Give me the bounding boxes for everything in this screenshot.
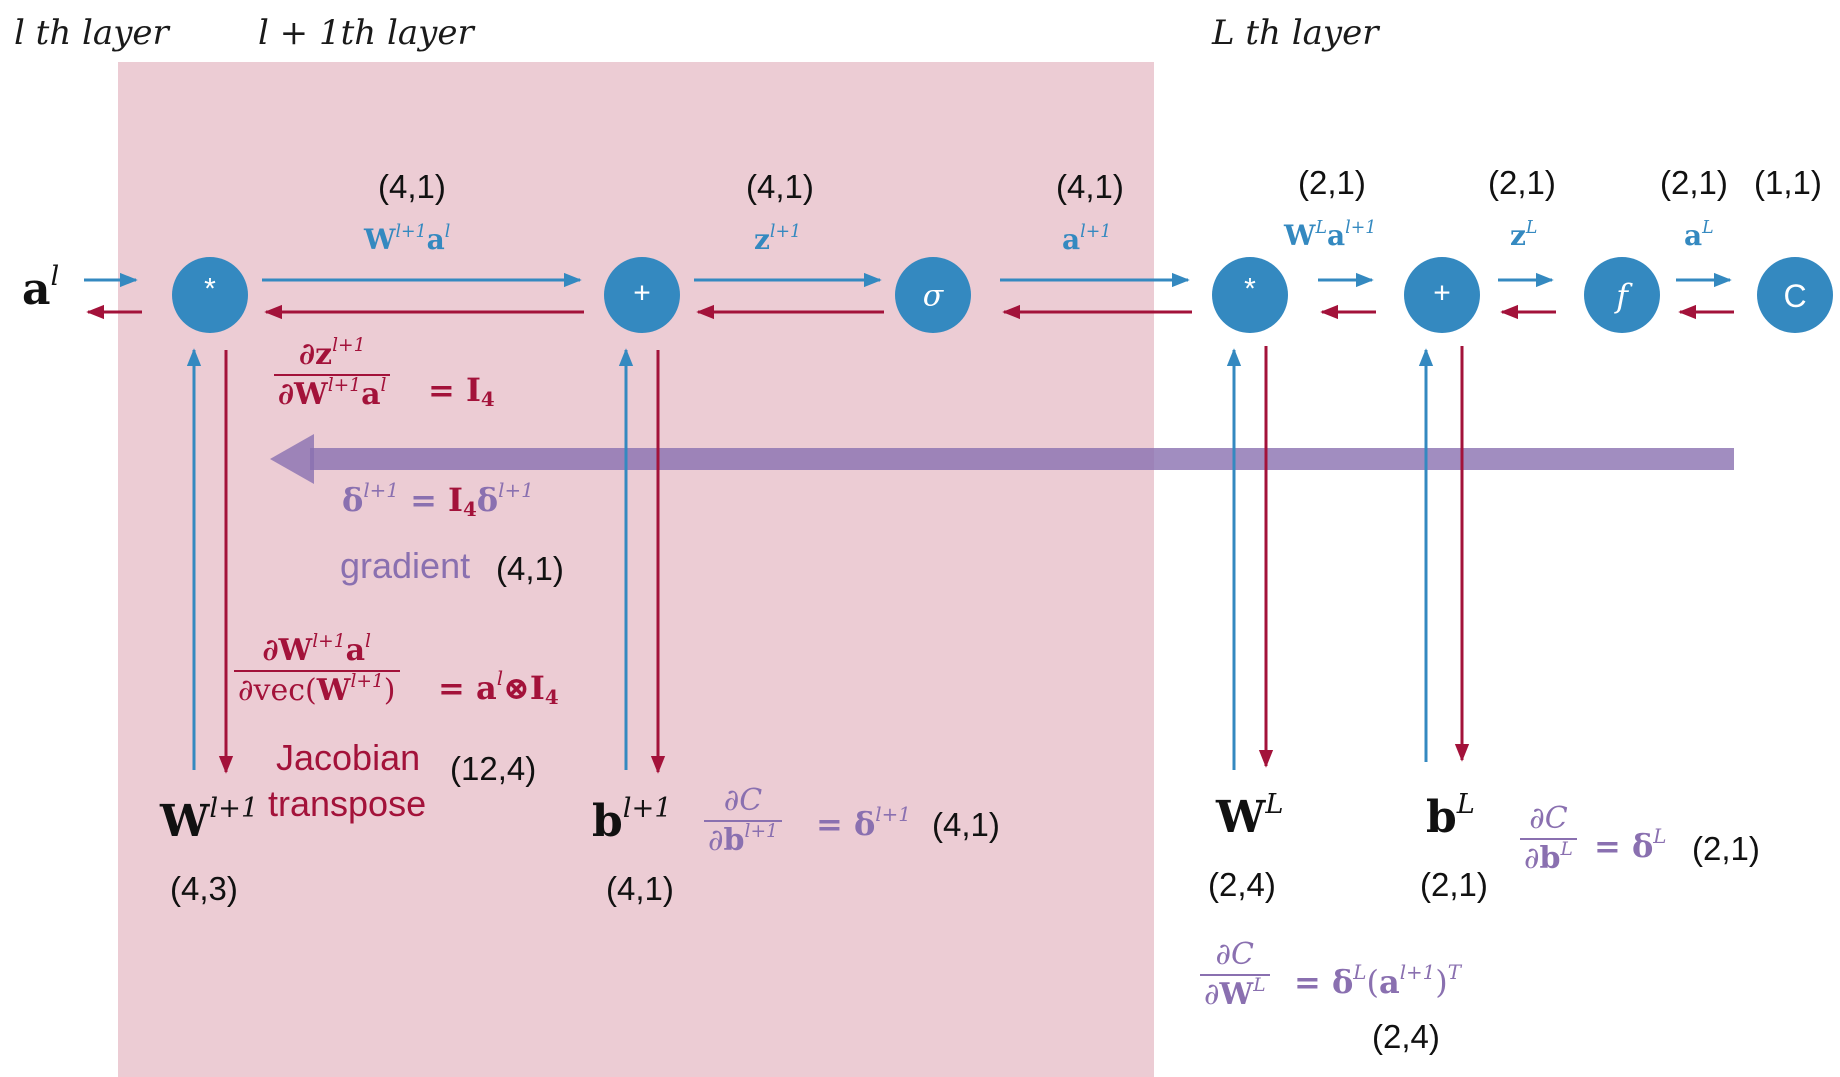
edge-label-z-l1: zl+1: [754, 221, 802, 256]
jacobian-label: Jacobian: [276, 737, 421, 778]
node-multiply-l1-label: *: [204, 273, 216, 306]
node-cost: C: [1757, 257, 1833, 333]
bias-b-l1: bl+1: [592, 792, 672, 847]
layer-l1-region: [118, 62, 1154, 1077]
derivative-dC-dW-L: ∂C ∂WL: [1200, 940, 1270, 1010]
gradient-label: gradient: [340, 545, 471, 586]
dim-gradient: (4,1): [496, 550, 564, 587]
dim-dC-dW-L: (2,4): [1372, 1018, 1440, 1055]
weight-W-l1: Wl+1: [160, 792, 259, 847]
node-add-L: +: [1404, 257, 1480, 333]
weight-W-L: WL: [1216, 788, 1284, 843]
node-activation-f: f: [1584, 257, 1660, 333]
dC-db-l1-equals-delta: = δl+1: [816, 803, 911, 843]
derivative-dz-dWa: ∂zl+1 ∂Wl+1al: [274, 336, 391, 410]
node-add-L-label: +: [1433, 277, 1451, 310]
derivative-dC-db-L: ∂C ∂bL: [1520, 804, 1577, 874]
dim-weighted-input-l1: (4,1): [378, 168, 446, 205]
kronecker-product: = al⊗I4: [438, 667, 559, 709]
node-add-l1: +: [604, 257, 680, 333]
node-sigma-label: σ: [923, 279, 945, 314]
dim-z-L: (2,1): [1488, 164, 1556, 201]
transpose-label: transpose: [268, 783, 427, 824]
node-cost-label: C: [1783, 278, 1806, 314]
dim-dC-db-L: (2,1): [1692, 830, 1760, 867]
dC-db-L-equals-delta: = δL: [1594, 825, 1667, 865]
input-activation-a-l: al: [22, 260, 60, 315]
node-multiply-L-label: *: [1244, 273, 1256, 306]
edge-label-a-L: aL: [1684, 217, 1714, 252]
dim-W-l1: (4,3): [170, 870, 238, 907]
node-sigma: σ: [895, 257, 971, 333]
edge-label-Wa-l1: Wl+1al: [364, 221, 451, 256]
gradient-flow-arrow: [270, 434, 1734, 484]
edge-label-a-l1: al+1: [1062, 221, 1112, 256]
node-multiply-L: *: [1212, 257, 1288, 333]
bias-b-L: bL: [1426, 788, 1475, 843]
dim-weighted-input-L: (2,1): [1298, 164, 1366, 201]
dim-jacobian: (12,4): [450, 750, 537, 787]
dim-b-L: (2,1): [1420, 866, 1488, 903]
derivative-dWa-dvecW: ∂Wl+1al ∂vec(Wl+1): [234, 632, 400, 706]
dC-dW-L-equals: = δL(al+1)T: [1294, 961, 1461, 1001]
layer-label-l-plus-1: l + 1th layer: [258, 13, 474, 53]
dim-b-l1: (4,1): [606, 870, 674, 907]
dim-a-L: (2,1): [1660, 164, 1728, 201]
edge-label-Wa-L: WLal+1: [1284, 217, 1377, 252]
dim-z-l1: (4,1): [746, 168, 814, 205]
delta-l1-equation: δl+1 = I4δl+1: [342, 479, 534, 521]
node-add-l1-label: +: [633, 277, 651, 310]
dim-W-L: (2,4): [1208, 866, 1276, 903]
derivative-dC-db-l1: ∂C ∂bl+1: [704, 786, 782, 856]
dim-a-l1: (4,1): [1056, 168, 1124, 205]
backward-arrows: [86, 304, 1734, 774]
node-multiply-l1: *: [172, 257, 248, 333]
edge-label-z-L: zL: [1510, 217, 1538, 252]
identity-I4: = I4: [428, 371, 495, 411]
layer-label-l: l th layer: [14, 13, 169, 53]
forward-arrows: [84, 272, 1732, 770]
layer-label-L: L th layer: [1212, 13, 1379, 53]
dim-dC-db-l1: (4,1): [932, 806, 1000, 843]
dim-cost: (1,1): [1754, 164, 1822, 201]
